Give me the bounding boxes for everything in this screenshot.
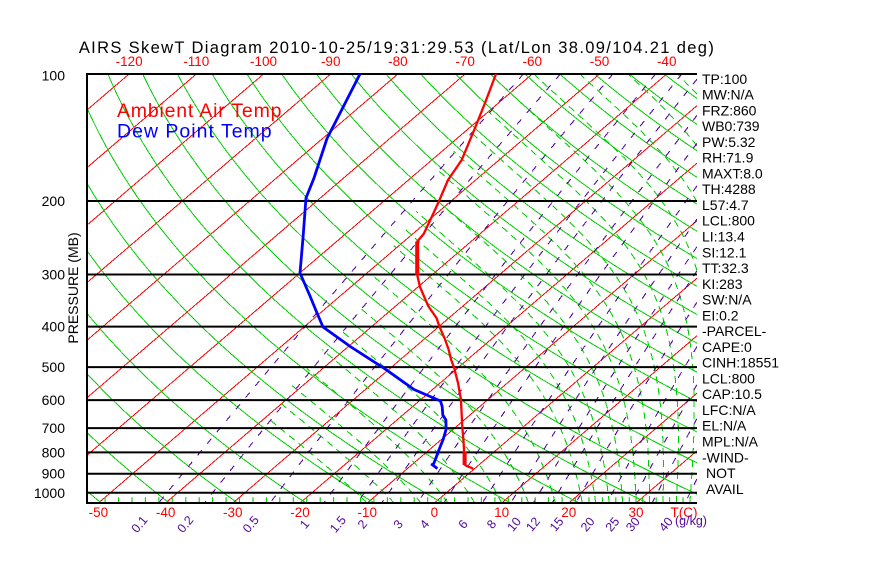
svg-text:900: 900 <box>42 466 66 482</box>
svg-text:-80: -80 <box>388 54 408 69</box>
svg-text:MPL:N/A: MPL:N/A <box>702 434 759 450</box>
svg-text:AIRS SkewT Diagram 2010-10-25/: AIRS SkewT Diagram 2010-10-25/19:31:29.5… <box>79 39 715 57</box>
svg-text:TH:4288: TH:4288 <box>702 181 756 197</box>
svg-text:500: 500 <box>42 359 66 375</box>
svg-text:-20: -20 <box>290 505 310 520</box>
svg-text:-110: -110 <box>183 54 209 69</box>
svg-text:-PARCEL-: -PARCEL- <box>702 323 767 339</box>
svg-text:SI:12.1: SI:12.1 <box>702 244 747 260</box>
svg-text:SW:N/A: SW:N/A <box>702 292 752 308</box>
svg-text:PW:5.32: PW:5.32 <box>702 134 756 150</box>
svg-text:FRZ:860: FRZ:860 <box>702 102 757 118</box>
svg-text:Dew Point Temp: Dew Point Temp <box>117 121 273 143</box>
svg-text:1000: 1000 <box>34 485 65 501</box>
svg-text:LCL:800: LCL:800 <box>702 370 755 386</box>
svg-text:200: 200 <box>42 193 66 209</box>
svg-text:NOT: NOT <box>706 465 736 481</box>
svg-text:-WIND-: -WIND- <box>702 449 749 465</box>
svg-text:MW:N/A: MW:N/A <box>702 87 755 103</box>
svg-text:CINH:18551: CINH:18551 <box>702 355 779 371</box>
svg-text:RH:71.9: RH:71.9 <box>702 150 754 166</box>
svg-text:EL:N/A: EL:N/A <box>702 418 747 434</box>
svg-text:-70: -70 <box>455 54 475 69</box>
svg-text:600: 600 <box>42 392 66 408</box>
svg-text:LFC:N/A: LFC:N/A <box>702 402 756 418</box>
svg-text:Ambient Air Temp: Ambient Air Temp <box>117 100 282 122</box>
svg-text:-90: -90 <box>321 54 341 69</box>
svg-text:CAP:10.5: CAP:10.5 <box>702 386 762 402</box>
svg-text:-100: -100 <box>250 54 277 69</box>
svg-text:EI:0.2: EI:0.2 <box>702 307 739 323</box>
svg-text:20: 20 <box>578 515 598 535</box>
svg-text:700: 700 <box>42 420 66 436</box>
svg-text:LI:13.4: LI:13.4 <box>702 229 745 245</box>
svg-text:40: 40 <box>656 515 676 535</box>
svg-text:-40: -40 <box>156 505 176 520</box>
svg-text:800: 800 <box>42 444 66 460</box>
svg-text:20: 20 <box>561 505 576 520</box>
svg-text:WB0:739: WB0:739 <box>702 118 760 134</box>
svg-text:25: 25 <box>603 515 623 535</box>
svg-text:-40: -40 <box>657 54 677 69</box>
svg-text:30: 30 <box>623 515 643 535</box>
svg-text:400: 400 <box>42 319 66 335</box>
svg-text:KI:283: KI:283 <box>702 276 743 292</box>
svg-text:-60: -60 <box>523 54 543 69</box>
svg-text:30: 30 <box>628 505 643 520</box>
svg-text:100: 100 <box>42 67 66 83</box>
svg-text:T(C): T(C) <box>671 505 698 520</box>
svg-text:LCL:800: LCL:800 <box>702 213 755 229</box>
svg-text:-50: -50 <box>590 54 610 69</box>
svg-text:AVAIL: AVAIL <box>706 481 744 497</box>
svg-text:-10: -10 <box>357 505 377 520</box>
svg-text:TT:32.3: TT:32.3 <box>702 260 749 276</box>
svg-text:-30: -30 <box>223 505 243 520</box>
svg-text:(g/kg): (g/kg) <box>675 514 707 528</box>
svg-text:CAPE:0: CAPE:0 <box>702 339 752 355</box>
svg-text:10: 10 <box>494 505 509 520</box>
svg-text:0: 0 <box>431 505 439 520</box>
svg-text:PRESSURE (MB): PRESSURE (MB) <box>65 232 81 343</box>
svg-text:-120: -120 <box>116 54 143 69</box>
svg-text:300: 300 <box>42 267 66 283</box>
svg-text:-50: -50 <box>89 505 109 520</box>
svg-text:15: 15 <box>547 515 567 535</box>
svg-text:10: 10 <box>504 515 524 535</box>
svg-text:MAXT:8.0: MAXT:8.0 <box>702 165 763 181</box>
svg-text:L57:4.7: L57:4.7 <box>702 197 749 213</box>
svg-text:TP:100: TP:100 <box>702 71 747 87</box>
